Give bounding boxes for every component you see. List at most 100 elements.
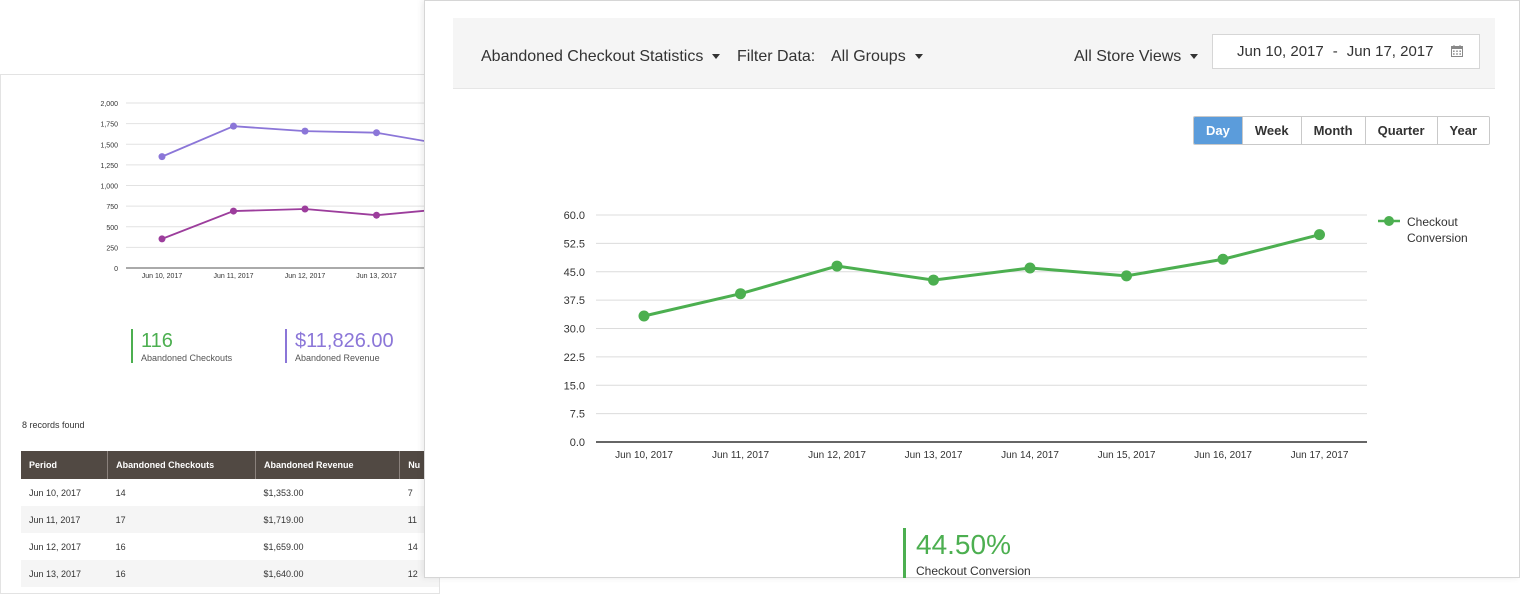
store-view-select[interactable]: All Store Views (1074, 47, 1199, 67)
checkout-conversion-chart: 0.0 7.5 15.0 22.5 30.0 37.5 45.0 52.5 60.0 Jun 10… (564, 210, 1367, 461)
table-cell: $1,659.00 (263, 541, 304, 552)
report-type-label: Abandoned Checkout Statistics (481, 48, 704, 65)
y-tick-label: 750 (106, 204, 118, 211)
y-tick-label: 0 (114, 266, 118, 273)
data-point (928, 274, 939, 286)
data-point (230, 122, 237, 130)
x-tick-label: Jun 17, 2017 (1291, 450, 1349, 461)
table-cell: $1,640.00 (255, 560, 400, 587)
y-tick-label: 15.0 (564, 380, 585, 392)
period-quarter-button[interactable]: Quarter (1365, 117, 1438, 144)
abandoned-checkouts-value: 116 (141, 330, 173, 352)
table-cell: $1,353.00 (263, 487, 304, 498)
x-tick-label: Jun 15, 2017 (1098, 450, 1156, 461)
data-point (1121, 270, 1132, 282)
table-row: Jun 11, 2017 17 $1,719.00 11 (21, 506, 439, 533)
x-tick-label: Jun 12, 2017 (808, 450, 866, 461)
x-tick-label: Jun 10, 2017 (615, 450, 673, 461)
data-point (158, 153, 166, 161)
table-header-row: Period Abandoned Checkouts Abandoned Rev… (21, 451, 439, 479)
table-cell: 14 (115, 487, 126, 498)
table-cell: Jun 11, 2017 (21, 506, 108, 533)
data-point (373, 211, 380, 219)
date-to: Jun 17, 2017 (1346, 43, 1434, 60)
table-cell: 7 (407, 487, 413, 498)
table-cell: 16 (107, 560, 256, 587)
x-tick-label: Jun 10, 2017 (142, 273, 183, 280)
x-tick-label: Jun 11, 2017 (214, 273, 254, 280)
table-cell: 16 (115, 541, 126, 552)
period-year-button[interactable]: Year (1437, 117, 1490, 144)
caret-down-icon (712, 54, 721, 60)
abandoned-revenue-value: $11,826.00 (295, 330, 394, 352)
checkout-conversion-value: 44.50% (916, 529, 1011, 560)
data-point (373, 129, 380, 137)
group-select[interactable]: All Groups (831, 47, 923, 67)
data-point (1024, 262, 1036, 274)
filter-data-label: Filter Data: (737, 48, 816, 65)
data-point (301, 127, 309, 135)
data-point (1314, 229, 1325, 241)
table-cell: 17 (107, 506, 256, 533)
y-tick-label: 1,250 (100, 163, 118, 170)
date-range-text: Jun 10, 2017- Jun 17, 2017 (1237, 43, 1434, 60)
date-from: Jun 10, 2017 (1237, 43, 1324, 60)
checkout-conversion-panel: Abandoned Checkout Statistics Filter Dat… (424, 0, 1520, 578)
abandoned-revenue-label: Abandoned Revenue (295, 353, 380, 363)
data-point (638, 310, 650, 322)
date-range-input[interactable]: Jun 10, 2017- Jun 17, 2017 (1212, 34, 1480, 69)
table-cell: $1,719.00 (255, 506, 400, 533)
y-tick-label: 0.0 (570, 437, 585, 449)
y-tick-label: 250 (106, 245, 118, 252)
background-report-panel: 0 250 500 750 1,000 1,250 1,500 1,750 2,000 Jun 1… (0, 74, 440, 594)
series-line (643, 233, 1320, 318)
table-cell: 14 (407, 541, 418, 552)
period-switcher: Day Week Month Quarter Year (1193, 116, 1491, 145)
series-line (161, 208, 439, 240)
table-row: Jun 12, 2017 16 $1,659.00 14 (21, 533, 439, 560)
date-separator: - (1332, 43, 1338, 60)
data-point (158, 235, 166, 243)
abandoned-checkouts-stat: 116 Abandoned Checkouts (131, 329, 232, 363)
col-header-period[interactable]: Period (21, 451, 109, 479)
abandoned-checkouts-label: Abandoned Checkouts (141, 353, 233, 363)
y-tick-label: 60.0 (564, 210, 585, 222)
caret-down-icon (914, 54, 923, 60)
x-tick-label: Jun 13, 2017 (905, 450, 963, 461)
table-cell: Jun 12, 2017 (29, 541, 82, 552)
y-tick-label: 7.5 (570, 409, 585, 421)
period-month-button[interactable]: Month (1301, 117, 1366, 144)
x-tick-label: Jun 11, 2017 (712, 450, 770, 461)
y-tick-label: 2,000 (100, 101, 118, 108)
checkout-conversion-summary: 44.50% Checkout Conversion (903, 528, 1031, 578)
series-line (161, 125, 439, 158)
checkout-conversion-label: Checkout Conversion (916, 564, 1031, 578)
legend-marker-icon (1378, 216, 1400, 226)
x-tick-label: Jun 14, 2017 (1001, 450, 1059, 461)
legend-label: Checkout Conversion (1407, 215, 1468, 245)
x-tick-label: Jun 12, 2017 (285, 273, 326, 280)
data-point (301, 205, 309, 213)
abandoned-revenue-stat: $11,826.00 Abandoned Revenue (285, 329, 394, 363)
y-tick-label: 1,500 (100, 142, 118, 149)
records-table: Period Abandoned Checkouts Abandoned Rev… (21, 451, 439, 587)
y-tick-label: 37.5 (564, 295, 585, 307)
report-toolbar: Abandoned Checkout Statistics Filter Dat… (453, 18, 1495, 89)
table-row: Jun 13, 2017 16 $1,640.00 12 (21, 560, 439, 587)
table-row: Jun 10, 2017 14 $1,353.00 7 (21, 479, 439, 506)
data-point (735, 288, 746, 300)
y-tick-label: 52.5 (564, 238, 585, 250)
period-day-button[interactable]: Day (1194, 117, 1243, 144)
report-type-select[interactable]: Abandoned Checkout Statistics (481, 47, 721, 67)
y-tick-label: 30.0 (564, 324, 585, 336)
caret-down-icon (1190, 54, 1199, 60)
period-week-button[interactable]: Week (1242, 117, 1302, 144)
calendar-icon[interactable] (1451, 45, 1463, 57)
y-tick-label: 1,000 (100, 184, 118, 191)
col-header-abandoned-revenue[interactable]: Abandoned Revenue (255, 451, 401, 479)
col-header-abandoned-checkouts[interactable]: Abandoned Checkouts (107, 451, 257, 479)
y-tick-label: 500 (106, 225, 118, 232)
group-select-label: All Groups (831, 48, 906, 65)
data-point (831, 260, 843, 272)
y-tick-label: 22.5 (564, 352, 585, 364)
